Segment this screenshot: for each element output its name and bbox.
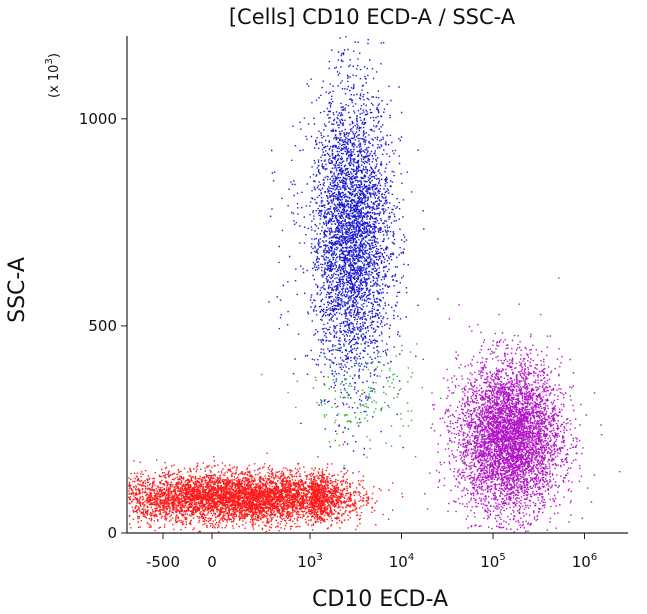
y-tick-label: 500	[88, 317, 117, 335]
population-points-2	[422, 277, 621, 533]
scatter-points	[128, 36, 621, 533]
population-points-3	[261, 330, 442, 467]
x-axis-label: CD10 ECD-A	[312, 587, 448, 612]
x-tick-label: 103	[297, 552, 322, 571]
population-points-0	[128, 443, 429, 533]
chart-title: [Cells] CD10 ECD-A / SSC-A	[229, 5, 516, 29]
x-tick-label: 105	[480, 552, 505, 571]
y-multiplier-label: (x 103)	[44, 53, 62, 98]
y-tick-label: 0	[107, 524, 117, 542]
x-tick-label: 0	[207, 553, 217, 571]
population-points-1	[268, 36, 439, 474]
x-tick-label: -500	[146, 553, 180, 571]
y-axis-ticks: 0 500 1000	[79, 110, 127, 542]
y-axis-label: SSC-A	[5, 257, 30, 323]
x-tick-label: 104	[389, 552, 414, 571]
y-tick-label: 1000	[79, 110, 117, 128]
x-axis-ticks: -5000103104105106107	[146, 533, 597, 571]
x-tick-label: 106	[572, 552, 597, 571]
